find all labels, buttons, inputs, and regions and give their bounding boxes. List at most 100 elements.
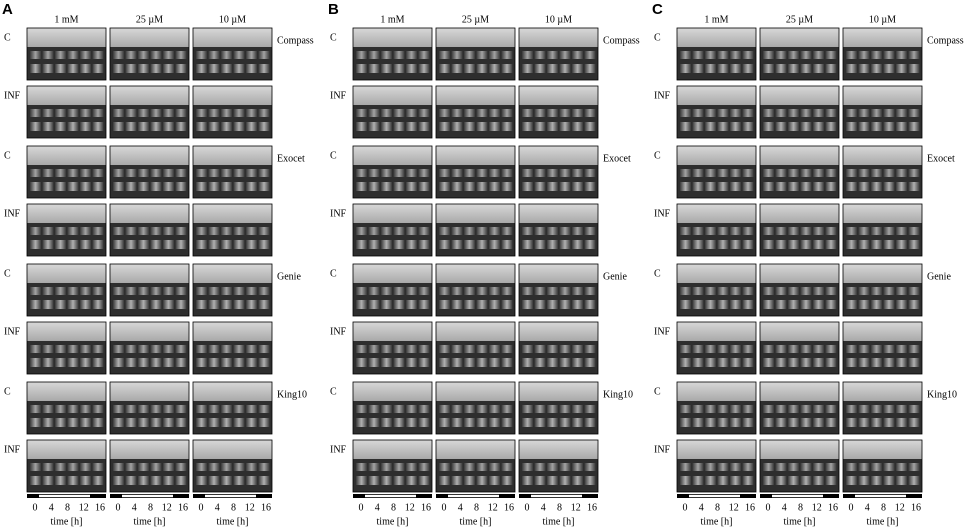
blot-top bbox=[677, 440, 756, 459]
blot-top bbox=[353, 204, 432, 223]
band bbox=[67, 64, 79, 73]
band bbox=[67, 463, 79, 471]
band bbox=[464, 418, 475, 427]
blot-border bbox=[676, 321, 757, 375]
band bbox=[125, 169, 137, 177]
band bbox=[208, 300, 220, 309]
time-tick-label: 8 bbox=[715, 502, 720, 513]
band bbox=[30, 51, 41, 59]
band bbox=[55, 476, 66, 485]
band bbox=[368, 300, 380, 309]
band bbox=[246, 51, 257, 59]
blot-border bbox=[109, 263, 190, 317]
band bbox=[534, 463, 546, 471]
band bbox=[368, 122, 380, 131]
time-tick-label: 12 bbox=[79, 502, 89, 513]
blot bbox=[435, 321, 516, 375]
band bbox=[258, 227, 270, 235]
blot bbox=[352, 145, 433, 199]
blot-top bbox=[677, 322, 756, 341]
row-label: INF bbox=[4, 90, 21, 101]
band bbox=[501, 418, 513, 427]
band bbox=[908, 240, 920, 249]
blot bbox=[435, 145, 516, 199]
band bbox=[113, 300, 124, 309]
band bbox=[522, 476, 533, 485]
band bbox=[730, 287, 741, 295]
band bbox=[559, 227, 571, 235]
band bbox=[871, 227, 882, 235]
row-label: INF bbox=[4, 208, 21, 219]
band bbox=[871, 51, 882, 59]
panel: B 1 mM 25 µM 10 µM Compass C INF Exocet C INF Geni… bbox=[328, 1, 640, 527]
band bbox=[763, 405, 774, 413]
band bbox=[393, 64, 405, 73]
band bbox=[356, 109, 367, 117]
band bbox=[30, 227, 41, 235]
band bbox=[489, 182, 500, 191]
blot bbox=[109, 263, 190, 317]
band bbox=[476, 109, 488, 117]
blot bbox=[842, 439, 923, 493]
blot-top bbox=[760, 86, 839, 105]
band bbox=[221, 122, 232, 131]
band bbox=[246, 405, 257, 413]
band bbox=[113, 476, 124, 485]
band bbox=[825, 287, 837, 295]
band bbox=[439, 169, 450, 177]
band bbox=[775, 300, 787, 309]
blot-top bbox=[677, 86, 756, 105]
time-axis-label: time [h] bbox=[51, 516, 83, 527]
band bbox=[258, 182, 270, 191]
band bbox=[55, 405, 66, 413]
band bbox=[381, 287, 392, 295]
band bbox=[858, 240, 870, 249]
band bbox=[80, 51, 91, 59]
band bbox=[908, 358, 920, 367]
blot bbox=[109, 381, 190, 435]
band bbox=[196, 240, 207, 249]
time-tick-label: 16 bbox=[745, 502, 755, 513]
band bbox=[221, 418, 232, 427]
blot bbox=[435, 439, 516, 493]
band bbox=[572, 122, 583, 131]
band bbox=[221, 51, 232, 59]
band bbox=[233, 463, 245, 471]
band bbox=[908, 287, 920, 295]
band bbox=[858, 109, 870, 117]
band bbox=[92, 300, 104, 309]
band bbox=[883, 240, 895, 249]
band bbox=[572, 476, 583, 485]
blot bbox=[759, 145, 840, 199]
band bbox=[559, 463, 571, 471]
band bbox=[196, 300, 207, 309]
band bbox=[30, 418, 41, 427]
band bbox=[163, 476, 174, 485]
band bbox=[418, 240, 430, 249]
time-tick-label: 8 bbox=[391, 502, 396, 513]
band bbox=[451, 51, 463, 59]
band bbox=[547, 122, 558, 131]
band bbox=[705, 405, 716, 413]
band bbox=[813, 300, 824, 309]
band bbox=[246, 227, 257, 235]
band bbox=[680, 109, 691, 117]
band bbox=[775, 64, 787, 73]
band bbox=[742, 418, 754, 427]
band bbox=[547, 240, 558, 249]
band bbox=[406, 122, 417, 131]
band bbox=[451, 122, 463, 131]
column-header: 1 mM bbox=[54, 14, 78, 25]
band bbox=[572, 240, 583, 249]
band bbox=[356, 463, 367, 471]
band bbox=[775, 463, 787, 471]
band bbox=[258, 476, 270, 485]
band bbox=[208, 122, 220, 131]
band bbox=[113, 418, 124, 427]
band bbox=[92, 64, 104, 73]
band bbox=[692, 418, 704, 427]
row-label: C bbox=[330, 150, 337, 161]
band bbox=[788, 109, 799, 117]
band bbox=[763, 64, 774, 73]
band bbox=[381, 418, 392, 427]
